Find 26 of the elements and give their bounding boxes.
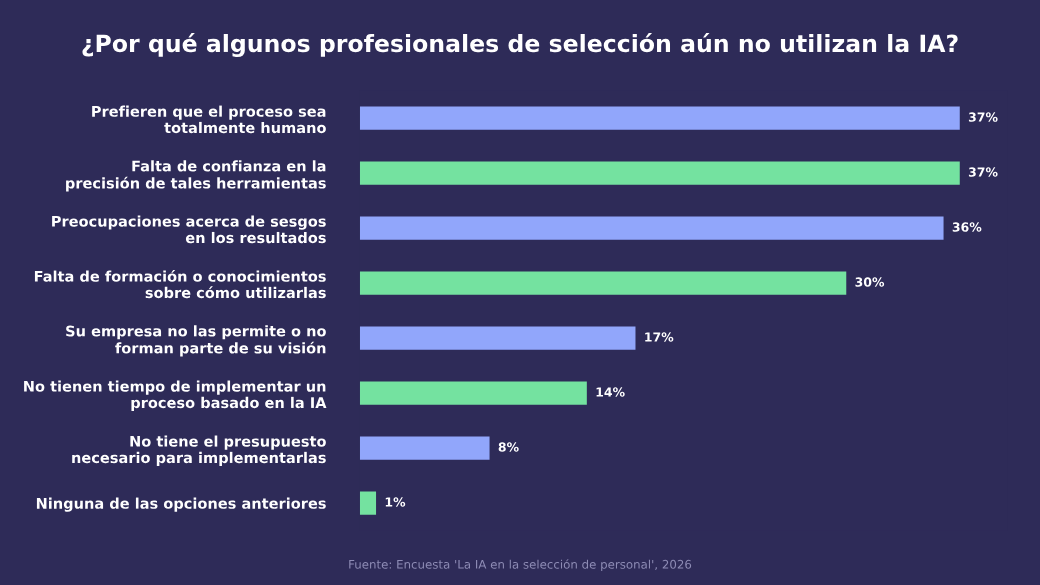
data-label: 37% bbox=[968, 167, 998, 177]
bar bbox=[359, 491, 377, 515]
bar bbox=[359, 106, 960, 130]
bar bbox=[359, 271, 847, 295]
y-tick-label: Falta de formación o conocimientos sobre cómo utilizarlas bbox=[34, 269, 326, 299]
data-label: 30% bbox=[855, 277, 885, 287]
y-tick-label: Su empresa no las permite o no forman parte de su visión bbox=[66, 325, 326, 357]
y-tick-label: Ninguna de las opciones anteriores bbox=[36, 497, 326, 512]
chart-title: ¿Por qué algunos profesionales de selección aún no utilizan la IA? bbox=[82, 33, 958, 58]
bar bbox=[359, 326, 636, 350]
data-label: 8% bbox=[498, 442, 519, 452]
y-tick-label: Prefieren que el proceso sea totalmente humano bbox=[92, 105, 326, 134]
data-label: 36% bbox=[952, 222, 982, 232]
y-tick-label: No tiene el presupuesto necesario para implementarlas bbox=[72, 435, 326, 466]
data-label: 1% bbox=[385, 497, 406, 507]
bar bbox=[359, 216, 944, 240]
bar bbox=[359, 161, 960, 185]
bar bbox=[359, 381, 587, 405]
data-label: 17% bbox=[645, 332, 674, 342]
y-tick-label: No tienen tiempo de implementar un proceso basado en la IA bbox=[24, 380, 327, 411]
data-label: 14% bbox=[596, 387, 625, 397]
source-note: Fuente: Encuesta 'La IA en la selección de personal', 2026 bbox=[349, 559, 692, 572]
bar bbox=[359, 436, 490, 460]
y-tick-label: Preocupaciones acerca de sesgos en los resultados bbox=[52, 215, 326, 244]
data-label: 37% bbox=[968, 112, 998, 122]
y-tick-label: Falta de confianza en la precisión de tales herramientas bbox=[66, 160, 326, 192]
